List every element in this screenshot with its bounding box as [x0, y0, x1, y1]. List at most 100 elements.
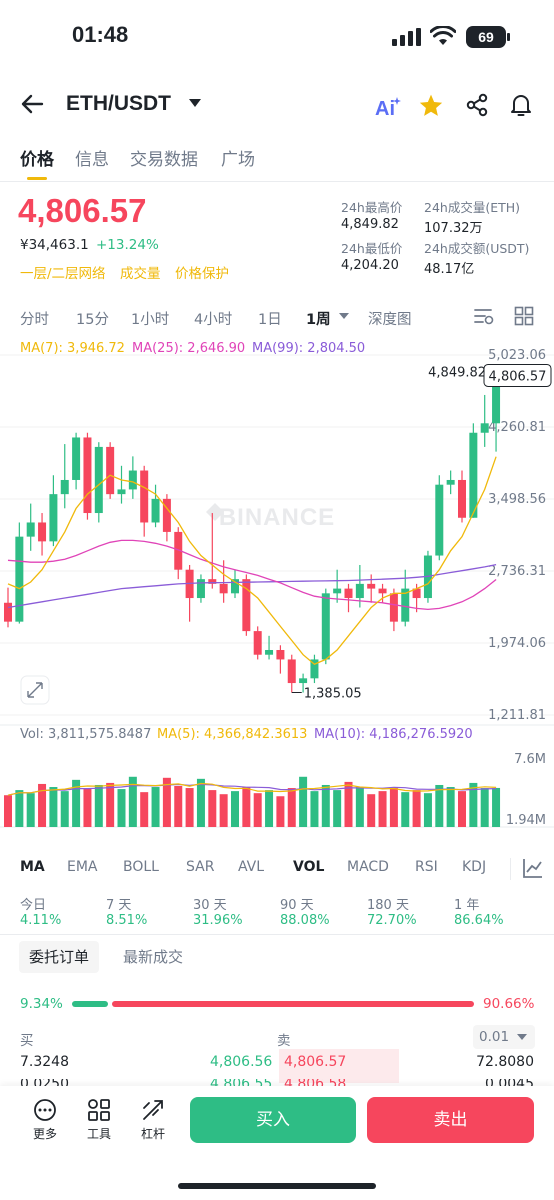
candle-body	[458, 479, 466, 518]
favorite-star-icon[interactable]	[418, 93, 444, 118]
candle-body	[435, 484, 444, 556]
indicator-divider	[510, 858, 511, 880]
tf-line[interactable]: 分时	[20, 312, 49, 328]
ma25-legend: MA(25): 2,646.90	[132, 341, 246, 356]
volume-bar	[469, 782, 478, 827]
bid-price[interactable]: 4,806.56	[210, 1054, 273, 1070]
ind-ma[interactable]: MA	[20, 859, 45, 875]
caret-down-icon[interactable]	[189, 99, 201, 108]
ind-vol[interactable]: VOL	[293, 859, 325, 875]
ask-qty: 0.0045	[485, 1079, 534, 1089]
ask-price[interactable]: 4,806.57	[284, 1054, 347, 1070]
candle-body	[299, 678, 308, 684]
more-label: 更多	[32, 1127, 57, 1141]
expand-icon	[27, 682, 43, 698]
indicator-chart-icon[interactable]	[522, 857, 544, 879]
share-icon[interactable]	[465, 93, 489, 117]
tab-square[interactable]: 广场	[221, 150, 255, 170]
candle-body	[140, 470, 149, 523]
tab-order-book[interactable]: 委托订单	[19, 941, 100, 973]
candle-body	[60, 479, 69, 495]
ind-kdj[interactable]: KDJ	[462, 859, 487, 875]
home-indicator	[178, 1183, 376, 1189]
price-cny: ¥34,463.1	[20, 237, 89, 253]
more-button[interactable]: 更多	[23, 1098, 67, 1142]
ind-rsi[interactable]: RSI	[415, 859, 438, 875]
volume-tick-label: 1.94M	[506, 813, 546, 828]
perf-value: 88.08%	[280, 913, 330, 928]
ask-column-label: 卖	[277, 1033, 291, 1049]
tools-grid-icon	[88, 1099, 110, 1121]
ask-price[interactable]: 4,806.58	[284, 1079, 347, 1089]
candle-body	[355, 583, 364, 599]
tag-price-protection[interactable]: 价格保护	[175, 266, 229, 282]
tools-button[interactable]: 工具	[77, 1098, 121, 1142]
perf-label: 1 年	[454, 898, 480, 913]
candle-body	[321, 593, 330, 660]
price-chart[interactable]: 5,023.06 4,260.81 3,498.56 2,736.31 1,974.06…	[0, 335, 554, 835]
volume-bar	[231, 791, 239, 827]
pair-selector[interactable]: ETH/USDT	[66, 92, 171, 115]
x-tick-label: 11-11 08:00	[0, 834, 69, 835]
volume-bar	[140, 792, 149, 827]
volume-bar	[344, 781, 353, 827]
tab-info[interactable]: 信息	[75, 150, 109, 170]
tf-depth[interactable]: 深度图	[368, 312, 412, 328]
volume-bar	[49, 787, 58, 827]
candle-body	[174, 531, 183, 570]
y-tick-label: 2,736.31	[488, 564, 546, 579]
bell-icon[interactable]	[509, 92, 533, 118]
tag-network[interactable]: 一层/二层网络	[20, 266, 106, 282]
ind-ema[interactable]: EMA	[67, 859, 98, 875]
low-label: 24h最低价	[341, 241, 403, 256]
candle-body	[253, 631, 262, 655]
candle-body	[446, 479, 455, 485]
buy-button[interactable]: 买入	[190, 1097, 356, 1143]
perf-label: 今日	[20, 898, 47, 913]
ind-sar[interactable]: SAR	[186, 859, 215, 875]
volume-bar	[60, 791, 69, 827]
margin-button[interactable]: 杠杆	[131, 1098, 175, 1142]
ind-boll[interactable]: BOLL	[123, 859, 159, 875]
sell-ratio: 90.66%	[483, 996, 535, 1012]
bid-price[interactable]: 4,806.55	[210, 1079, 273, 1089]
chart-settings-icon[interactable]	[473, 306, 495, 326]
y-tick-label: 5,023.06	[488, 348, 546, 363]
last-price-label: 4,806.57	[489, 369, 547, 384]
vol-ma5-line	[7, 782, 497, 796]
candle-body	[344, 588, 353, 599]
candle-body	[287, 659, 296, 684]
tf-1w[interactable]: 1周	[306, 312, 331, 328]
sell-button[interactable]: 卖出	[367, 1097, 534, 1143]
tf-1d[interactable]: 1日	[258, 312, 282, 328]
layout-grid-icon[interactable]	[514, 306, 534, 326]
x-tick-label: 2025-07-21 08:00	[336, 834, 453, 835]
tab-latest-trades[interactable]: 最新成交	[123, 948, 184, 966]
volume-bar	[378, 791, 387, 827]
ind-avl[interactable]: AVL	[238, 859, 265, 875]
perf-value: 86.64%	[454, 913, 504, 928]
perf-value: 8.51%	[106, 913, 148, 928]
precision-value: 0.01	[479, 1029, 510, 1045]
ai-icon[interactable]: Ai	[373, 95, 401, 119]
volume-bar	[94, 784, 103, 827]
perf-divider	[0, 934, 554, 935]
more-timeframes-caret-icon[interactable]	[339, 313, 349, 320]
precision-select[interactable]: 0.01	[473, 1025, 535, 1049]
ind-macd[interactable]: MACD	[347, 859, 389, 875]
tf-4h[interactable]: 4小时	[194, 312, 233, 328]
perf-value: 4.11%	[20, 913, 62, 928]
tf-1h[interactable]: 1小时	[131, 312, 170, 328]
tab-trading-data[interactable]: 交易数据	[130, 150, 198, 170]
candle-body	[94, 446, 103, 514]
tf-15m[interactable]: 15分	[76, 312, 109, 328]
back-arrow-icon[interactable]	[20, 93, 44, 115]
tag-volume[interactable]: 成交量	[120, 266, 161, 282]
candle-body	[15, 536, 24, 622]
ask-qty: 72.8080	[476, 1054, 534, 1070]
candle-body	[333, 588, 342, 594]
volume-bar	[276, 796, 285, 827]
vol-usdt-label: 24h成交额(USDT)	[424, 241, 530, 256]
tab-price[interactable]: 价格	[20, 150, 54, 170]
ma25-line	[7, 539, 497, 611]
